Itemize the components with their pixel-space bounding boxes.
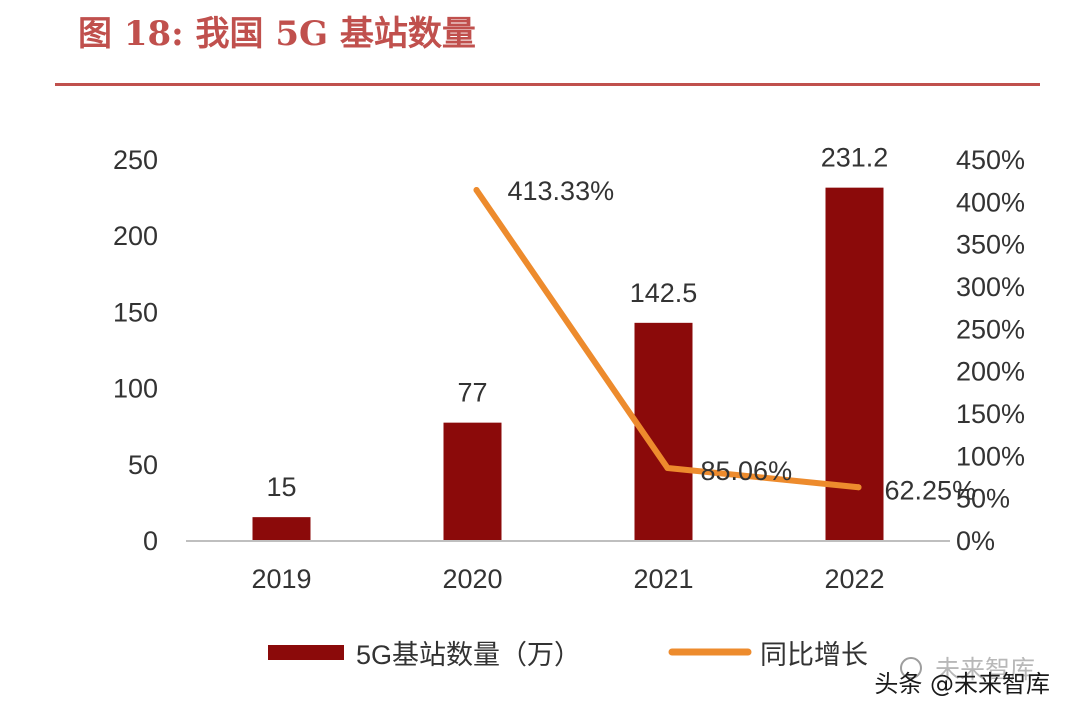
x-tick-label: 2022 [824, 564, 884, 594]
y-right-tick-label: 0% [956, 526, 995, 556]
y-left-tick-label: 0 [143, 526, 158, 556]
y-right-tick-label: 350% [956, 230, 1025, 260]
y-right-tick-label: 200% [956, 357, 1025, 387]
figure-title: 图 18: 我国 5G 基站数量 [78, 14, 476, 54]
bar [252, 517, 311, 540]
growth-value-label: 413.33% [508, 176, 615, 206]
watermark: 头条 @未来智库 [874, 670, 1050, 698]
wechat-icon [900, 657, 922, 679]
bar [443, 422, 502, 540]
y-left-tick-label: 200 [113, 221, 158, 251]
y-left-tick-label: 250 [113, 145, 158, 175]
growth-value-label: 62.25% [885, 475, 977, 505]
legend-label-line: 同比增长 [760, 640, 868, 670]
legend-label-bar: 5G基站数量（万） [356, 640, 581, 670]
legend-swatch-bar [268, 645, 344, 660]
x-tick-label: 2019 [251, 564, 311, 594]
bar-value-label: 77 [457, 378, 487, 408]
y-left-tick-label: 100 [113, 374, 158, 404]
y-right-tick-label: 250% [956, 314, 1025, 344]
x-tick-label: 2020 [442, 564, 502, 594]
growth-point [664, 464, 671, 471]
bar-value-label: 15 [266, 472, 296, 502]
y-right-tick-label: 300% [956, 272, 1025, 302]
bar-value-label: 231.2 [821, 143, 889, 173]
bar [825, 187, 884, 541]
bar-value-label: 142.5 [630, 278, 698, 308]
y-left-tick-label: 150 [113, 297, 158, 327]
y-left-tick-label: 50 [128, 450, 158, 480]
watermark-faded-text: 未来智库 [935, 656, 1035, 684]
y-right-tick-label: 450% [956, 145, 1025, 175]
y-right-tick-label: 100% [956, 441, 1025, 471]
y-right-tick-label: 400% [956, 187, 1025, 217]
y-right-tick-label: 50% [956, 484, 1010, 514]
growth-point [855, 484, 862, 491]
x-tick-label: 2021 [633, 564, 693, 594]
growth-value-label: 85.06% [701, 456, 793, 486]
y-right-tick-label: 150% [956, 399, 1025, 429]
title-divider [55, 83, 1040, 86]
growth-point [473, 187, 480, 194]
